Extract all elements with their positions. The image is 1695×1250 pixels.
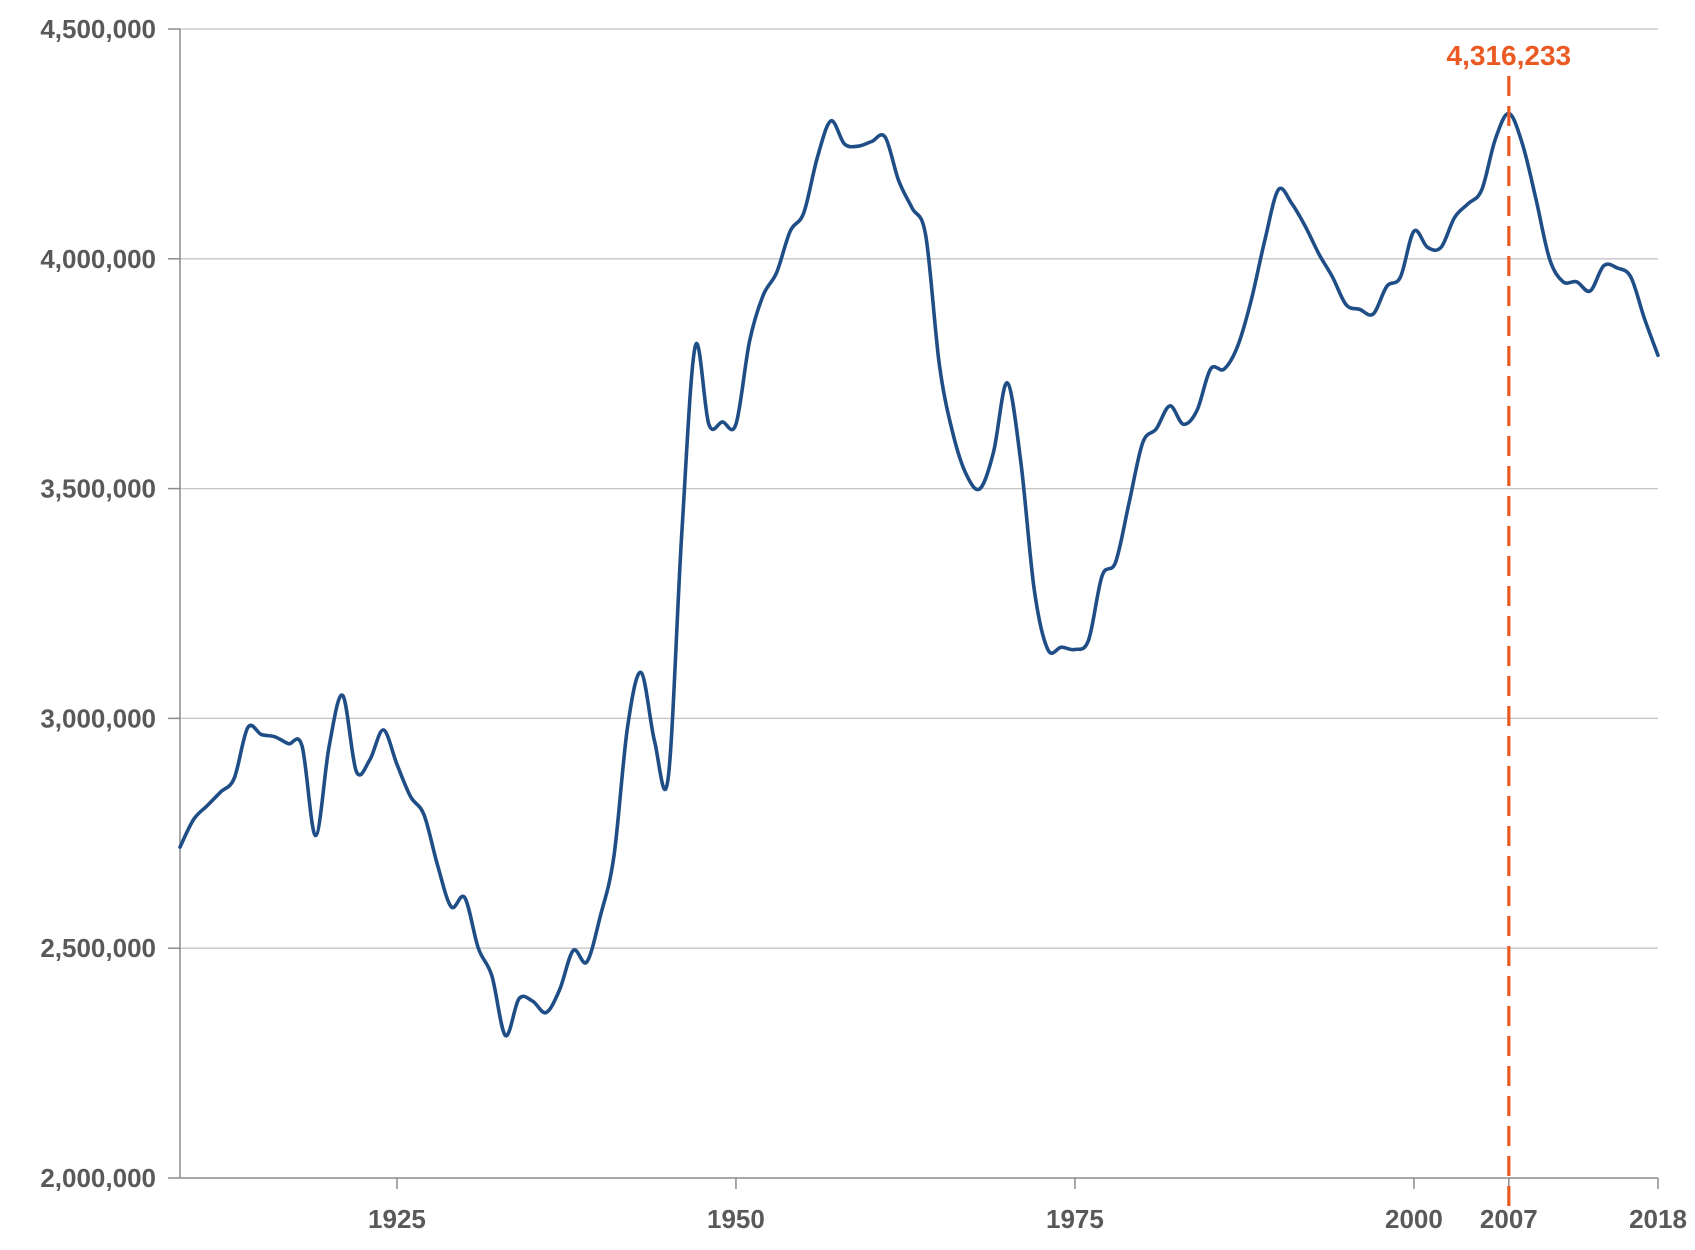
x-tick-label: 2000 <box>1385 1204 1443 1234</box>
series-line <box>178 111 1660 1038</box>
y-tick-label: 4,500,000 <box>40 14 156 44</box>
y-gridlines <box>180 28 1658 949</box>
series-group <box>178 111 1660 1038</box>
peak-value-label: 4,316,233 <box>1447 40 1572 71</box>
x-tick-label: 1975 <box>1046 1204 1104 1234</box>
x-tick-label: 2007 <box>1480 1204 1538 1234</box>
y-axis: 2,000,000 2,500,000 3,000,000 3,500,000 4,00… <box>40 14 181 1193</box>
y-tick-label: 2,000,000 <box>40 1163 156 1193</box>
peak-annotation: 4,316,233 <box>1447 40 1572 1214</box>
y-tick-label: 3,500,000 <box>40 474 156 504</box>
y-tick-label: 4,000,000 <box>40 244 156 274</box>
x-tick-label: 1925 <box>368 1204 426 1234</box>
x-axis: 1925 1950 1975 2000 2007 2018 <box>180 1177 1687 1234</box>
y-tick-label: 3,000,000 <box>40 703 156 733</box>
x-tick-label: 2018 <box>1629 1204 1687 1234</box>
x-tick-label: 1950 <box>707 1204 765 1234</box>
y-tick-label: 2,500,000 <box>40 933 156 963</box>
